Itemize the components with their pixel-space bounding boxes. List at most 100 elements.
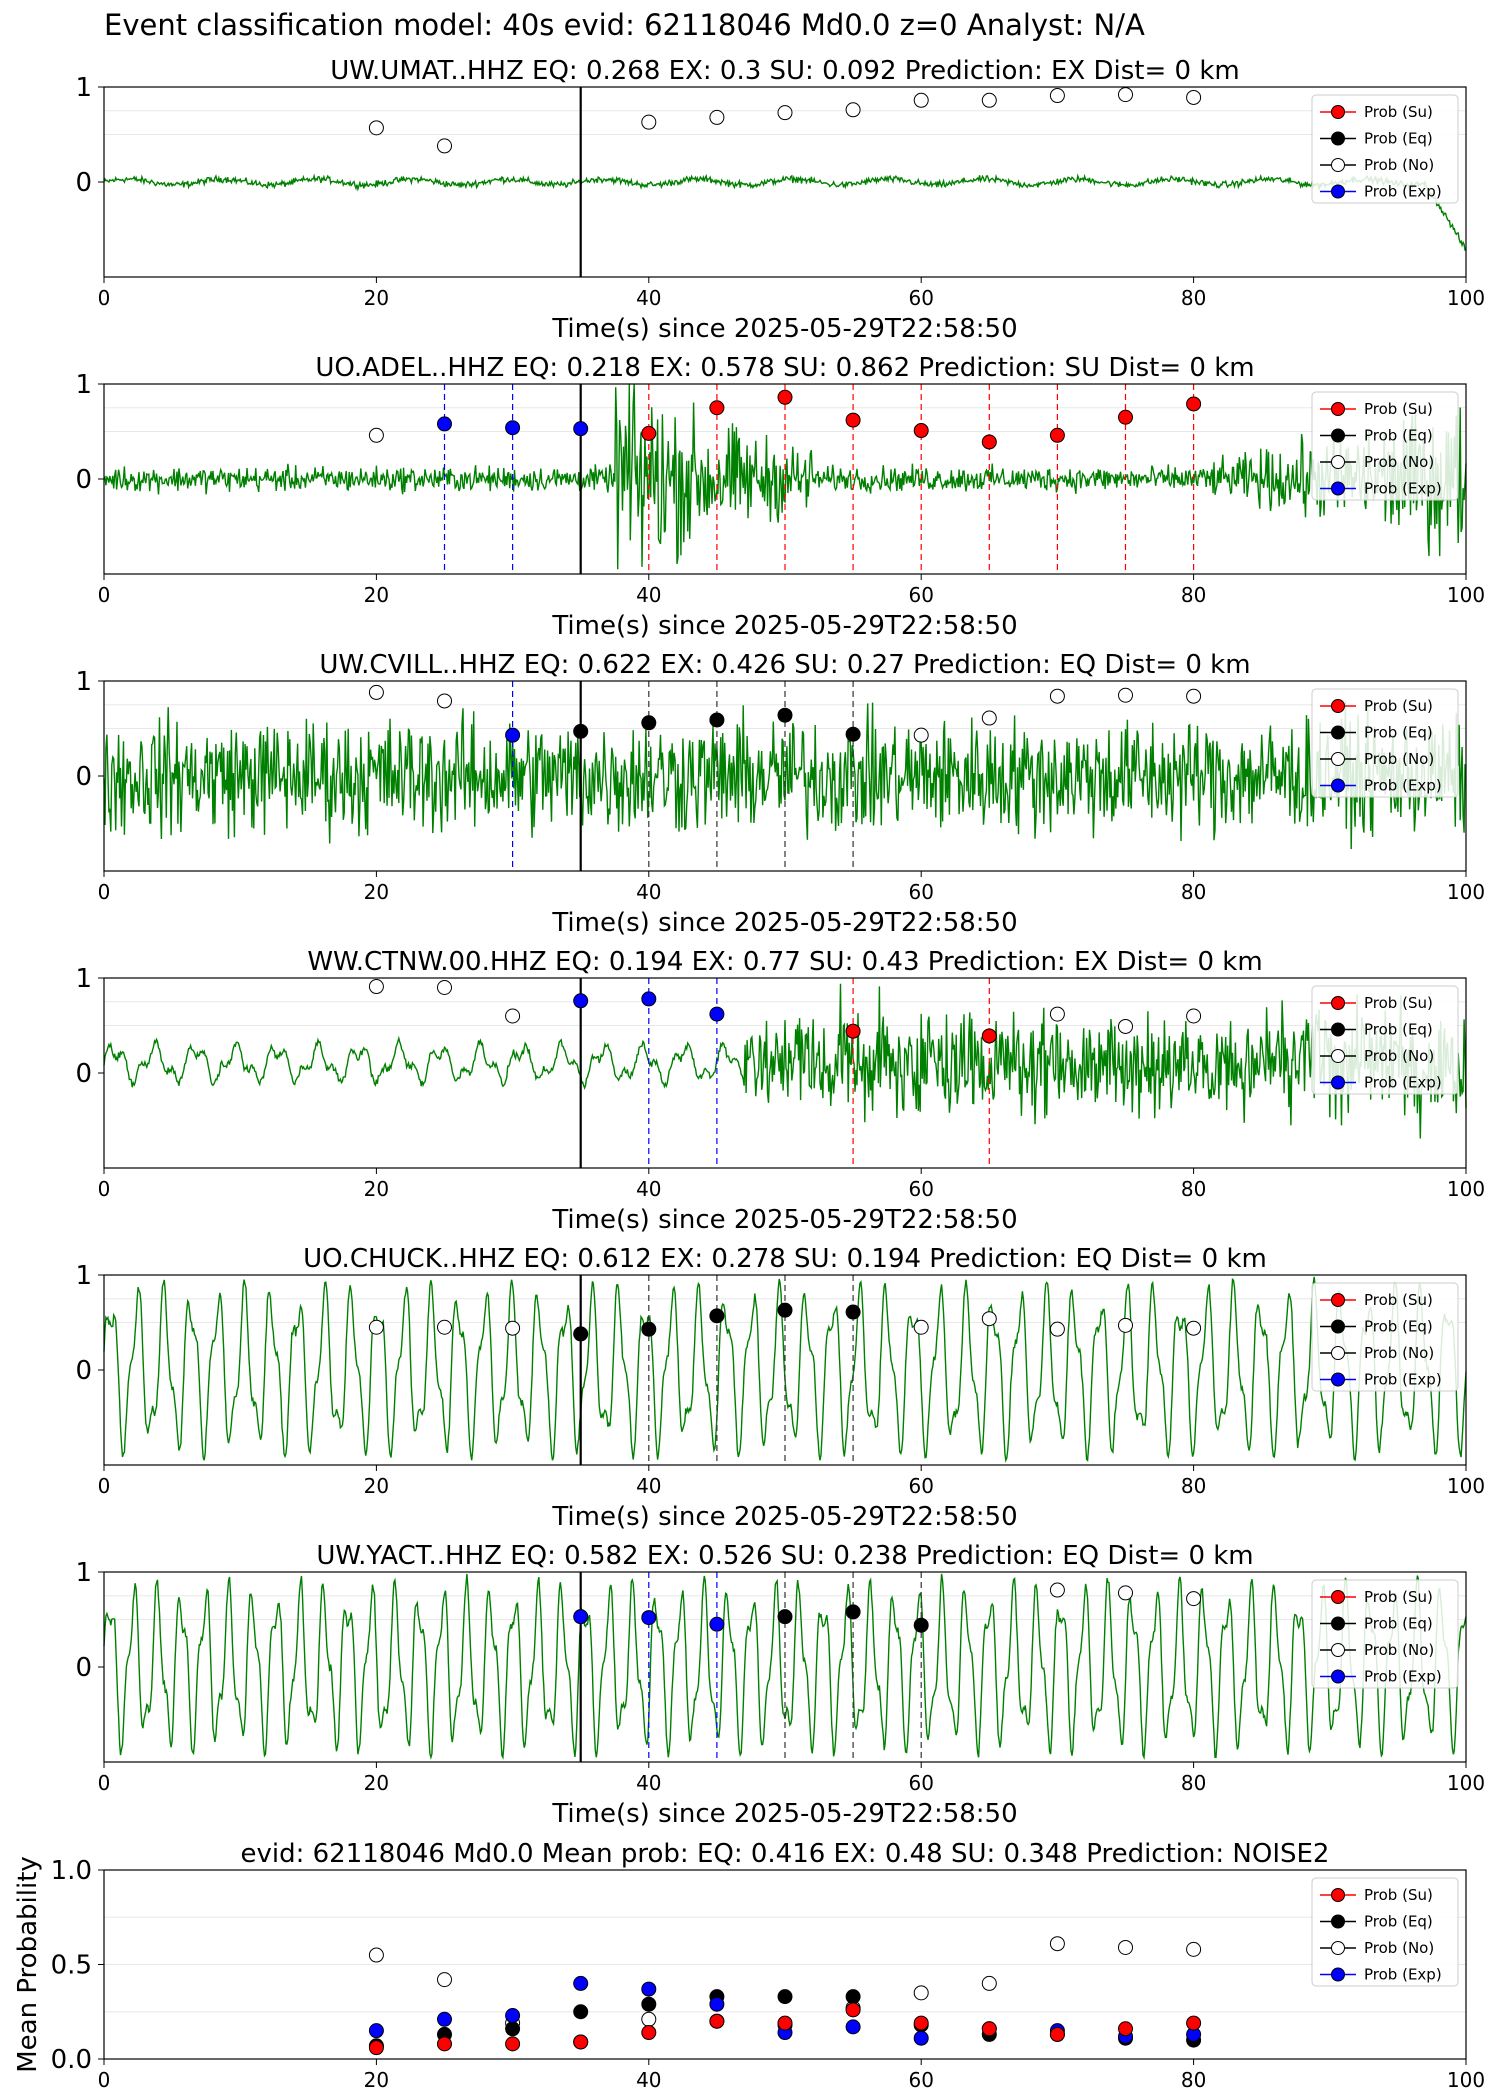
legend-label: Prob (Eq) <box>1364 1615 1433 1633</box>
legend-marker <box>1331 1941 1345 1955</box>
panel-summary: evid: 62118046 Md0.0 Mean prob: EQ: 0.41… <box>13 1839 1485 2092</box>
x-tick-label: 40 <box>636 2068 661 2092</box>
legend-marker <box>1331 158 1345 172</box>
mean-prob-marker <box>641 2011 657 2027</box>
mean-prob-marker <box>845 1989 861 2005</box>
prob-marker <box>573 723 589 739</box>
x-tick-label: 100 <box>1447 583 1485 607</box>
x-tick-label: 80 <box>1181 880 1206 904</box>
prob-marker <box>505 1008 521 1024</box>
panel-6: UW.YACT..HHZ EQ: 0.582 EX: 0.526 SU: 0.2… <box>75 1541 1485 1829</box>
plot-frame <box>103 977 1467 1169</box>
legend-label: Prob (No) <box>1364 453 1434 471</box>
legend-label: Prob (Su) <box>1364 400 1433 418</box>
prob-marker <box>641 991 657 1007</box>
legend-label: Prob (Eq) <box>1364 130 1433 148</box>
prob-marker <box>709 1616 725 1632</box>
x-tick-label: 20 <box>364 583 389 607</box>
mean-prob-marker <box>913 2030 929 2046</box>
mean-prob-marker <box>709 2013 725 2029</box>
legend-label: Prob (Su) <box>1364 1588 1433 1606</box>
y-tick-label: 1 <box>75 73 92 103</box>
prob-marker <box>981 710 997 726</box>
prob-marker <box>505 1320 521 1336</box>
x-tick-label: 0 <box>98 1771 111 1795</box>
legend-label: Prob (Su) <box>1364 1886 1433 1904</box>
x-axis-label: Time(s) since 2025-05-29T22:58:50 <box>551 1205 1017 1235</box>
panel-title: UO.ADEL..HHZ EQ: 0.218 EX: 0.578 SU: 0.8… <box>315 353 1254 383</box>
panel-4: WW.CTNW.00.HHZ EQ: 0.194 EX: 0.77 SU: 0.… <box>75 947 1485 1235</box>
legend-label: Prob (Exp) <box>1364 1668 1442 1686</box>
y-tick-label: 1 <box>75 1558 92 1588</box>
x-tick-label: 40 <box>636 286 661 310</box>
legend-label: Prob (No) <box>1364 750 1434 768</box>
legend-label: Prob (Eq) <box>1364 427 1433 445</box>
legend-marker <box>1331 428 1345 443</box>
x-tick-label: 40 <box>636 1177 661 1201</box>
legend-box <box>1311 391 1459 501</box>
prob-marker <box>777 1609 793 1625</box>
y-tick-label: 0 <box>75 1059 92 1089</box>
x-axis-label: Time(s) since 2025-05-29T22:58:50 <box>551 1502 1017 1532</box>
y-tick-label: 0 <box>75 465 92 495</box>
legend-marker <box>1331 1319 1345 1334</box>
y-tick-label: 0 <box>75 762 92 792</box>
prob-marker <box>368 684 384 700</box>
prob-marker <box>777 105 793 121</box>
prob-marker <box>1186 89 1202 105</box>
mean-prob-marker <box>777 1989 793 2005</box>
prob-marker <box>1186 1591 1202 1607</box>
panel-title: WW.CTNW.00.HHZ EQ: 0.194 EX: 0.77 SU: 0.… <box>307 947 1262 977</box>
mean-prob-marker <box>1186 1941 1202 1957</box>
prob-marker <box>641 715 657 731</box>
panel-title: UW.UMAT..HHZ EQ: 0.268 EX: 0.3 SU: 0.092… <box>330 56 1239 86</box>
x-tick-label: 100 <box>1447 286 1485 310</box>
prob-marker <box>913 1617 929 1633</box>
mean-prob-marker <box>1186 2015 1202 2031</box>
y-tick-label: 1 <box>75 370 92 400</box>
legend-box <box>1311 688 1459 798</box>
prob-marker <box>845 412 861 428</box>
x-tick-label: 80 <box>1181 1474 1206 1498</box>
prob-marker <box>437 1319 452 1335</box>
x-tick-label: 40 <box>636 1474 661 1498</box>
x-tick-label: 20 <box>364 1771 389 1795</box>
prob-marker <box>777 1302 793 1318</box>
prob-marker <box>437 416 452 432</box>
prob-marker <box>1186 1320 1202 1336</box>
y-tick-label: 0 <box>75 1653 92 1683</box>
mean-prob-marker <box>573 1975 589 1991</box>
x-tick-label: 20 <box>364 1177 389 1201</box>
y-tick-label: 0.5 <box>51 1951 92 1981</box>
prob-marker <box>641 1321 657 1337</box>
x-tick-label: 40 <box>636 583 661 607</box>
legend-label: Prob (Exp) <box>1364 480 1442 498</box>
x-tick-label: 40 <box>636 880 661 904</box>
prob-marker <box>1186 1008 1202 1024</box>
mean-prob-marker <box>505 2008 521 2024</box>
panel-5: UO.CHUCK..HHZ EQ: 0.612 EX: 0.278 SU: 0.… <box>75 1244 1485 1532</box>
prob-marker <box>1118 1018 1133 1034</box>
legend-marker <box>1331 1967 1345 1982</box>
legend-marker <box>1331 105 1345 119</box>
prob-marker <box>368 979 384 995</box>
x-axis-label: Time(s) since 2025-05-29T22:58:50 <box>551 314 1017 344</box>
panel-title: UO.CHUCK..HHZ EQ: 0.612 EX: 0.278 SU: 0.… <box>303 1244 1267 1274</box>
prob-marker <box>845 1604 861 1620</box>
mean-prob-marker <box>368 2023 384 2039</box>
panel-title: UW.YACT..HHZ EQ: 0.582 EX: 0.526 SU: 0.2… <box>316 1541 1253 1571</box>
mean-prob-marker <box>709 1996 725 2012</box>
prob-marker <box>1118 1317 1133 1333</box>
legend-box <box>1311 94 1459 204</box>
legend-marker <box>1331 996 1345 1010</box>
legend-marker <box>1331 1049 1345 1063</box>
prob-marker <box>1049 1582 1065 1598</box>
mean-prob-marker <box>368 1947 384 1963</box>
legend-label: Prob (Eq) <box>1364 724 1433 742</box>
mean-prob-marker <box>437 1972 452 1988</box>
legend-marker <box>1331 1669 1345 1684</box>
prob-marker <box>981 1311 997 1327</box>
prob-marker <box>913 423 929 439</box>
x-tick-label: 60 <box>908 1177 933 1201</box>
mean-prob-marker <box>573 2004 589 2020</box>
